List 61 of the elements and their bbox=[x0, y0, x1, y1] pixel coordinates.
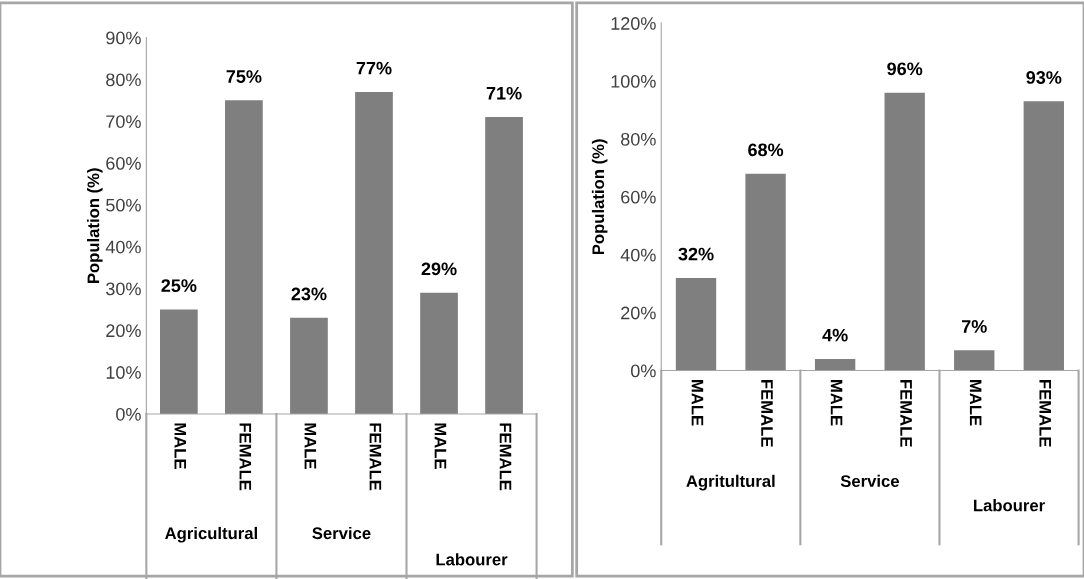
y-tick-label: 70% bbox=[106, 115, 141, 128]
data-label: 75% bbox=[226, 70, 262, 83]
x-tick-label: MALE bbox=[691, 380, 704, 426]
bar bbox=[745, 173, 786, 371]
y-axis-title: Population (%) bbox=[591, 139, 608, 255]
data-label: 71% bbox=[486, 86, 522, 100]
y-tick-label: 50% bbox=[106, 198, 141, 212]
text: Agricultural bbox=[165, 526, 257, 543]
x-tick-label: MALE bbox=[969, 380, 982, 426]
y-tick-label: 20% bbox=[621, 306, 656, 320]
data-label: 25% bbox=[161, 279, 197, 292]
bar bbox=[954, 350, 995, 371]
bar bbox=[884, 92, 925, 371]
data-label: 29% bbox=[421, 262, 457, 276]
text: Labourer bbox=[436, 553, 508, 566]
y-tick-label: 30% bbox=[106, 282, 141, 296]
data-label: 4% bbox=[822, 328, 848, 342]
bar bbox=[355, 92, 393, 414]
bar bbox=[675, 277, 717, 371]
bar bbox=[814, 358, 856, 371]
bar bbox=[225, 100, 263, 414]
bar bbox=[485, 117, 523, 414]
text: Labourer bbox=[974, 499, 1045, 512]
x-tick-label: MALE bbox=[174, 423, 187, 469]
y-tick-label: 40% bbox=[105, 240, 141, 254]
data-label: 96% bbox=[887, 62, 923, 76]
y-tick-label: 90% bbox=[106, 31, 141, 45]
data-label: 93% bbox=[1026, 71, 1062, 84]
y-tick-label: 100% bbox=[611, 74, 656, 88]
x-tick-label: FEMALE bbox=[239, 423, 252, 491]
y-tick-label: 60% bbox=[621, 190, 656, 204]
x-tick-label: FEMALE bbox=[900, 380, 912, 447]
x-tick-label: FEMALE bbox=[499, 423, 512, 491]
data-label: 77% bbox=[356, 61, 392, 75]
y-axis-title: Population (%) bbox=[87, 168, 103, 284]
data-label: 32% bbox=[678, 247, 714, 261]
data-label: 23% bbox=[291, 287, 327, 301]
x-tick-label: MALE bbox=[304, 423, 317, 469]
y-tick-label: 10% bbox=[106, 366, 141, 379]
bar bbox=[290, 317, 328, 414]
y-tick-label: 80% bbox=[106, 73, 141, 87]
y-tick-label: 20% bbox=[106, 324, 141, 338]
y-tick-label: 80% bbox=[621, 132, 656, 146]
y-tick-label: 120% bbox=[611, 17, 656, 30]
bar bbox=[1023, 101, 1064, 371]
y-tick-label: 0% bbox=[116, 407, 141, 421]
x-tick-label: MALE bbox=[830, 380, 843, 426]
data-label: 68% bbox=[748, 143, 784, 157]
y-tick-label: 40% bbox=[620, 248, 656, 262]
bar bbox=[420, 292, 458, 414]
x-tick-label: FEMALE bbox=[1039, 380, 1051, 447]
text: Service bbox=[312, 526, 371, 540]
y-tick-label: 60% bbox=[106, 157, 141, 170]
x-tick-label: FEMALE bbox=[761, 380, 773, 447]
data-label: 7% bbox=[961, 320, 987, 333]
text: Agritultural bbox=[686, 474, 775, 491]
y-tick-label: 0% bbox=[630, 364, 656, 378]
x-tick-label: FEMALE bbox=[369, 423, 382, 491]
x-tick-label: MALE bbox=[434, 423, 447, 469]
text: Service bbox=[840, 474, 899, 488]
bar bbox=[160, 309, 198, 414]
